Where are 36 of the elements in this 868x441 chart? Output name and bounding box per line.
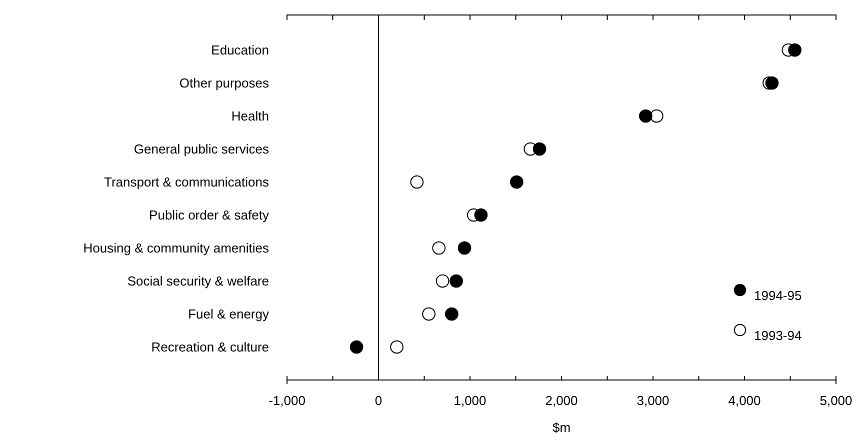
y-tick-label: Fuel & energy xyxy=(188,306,270,322)
y-tick-label: Housing & community amenities xyxy=(83,240,270,256)
legend-label: 1994-95 xyxy=(754,288,802,303)
point xyxy=(350,340,364,354)
legend-label: 1993-94 xyxy=(754,328,802,343)
point xyxy=(788,43,802,57)
x-tick-label: 1,000 xyxy=(454,393,486,408)
x-tick-label: 5,000 xyxy=(820,393,852,408)
x-axis-title: $m xyxy=(552,420,571,435)
point xyxy=(445,307,458,321)
x-tick-label: -1,000 xyxy=(268,393,306,408)
x-tick-label: 0 xyxy=(374,393,382,408)
y-tick-label: Health xyxy=(231,108,269,124)
point xyxy=(432,241,446,255)
y-tick-label: Social security & welfare xyxy=(127,274,269,289)
point xyxy=(650,109,664,123)
point xyxy=(390,340,404,354)
y-tick-label: Education xyxy=(211,42,269,58)
point xyxy=(639,109,652,123)
point xyxy=(532,142,546,156)
point xyxy=(450,274,463,288)
point xyxy=(436,274,450,288)
point xyxy=(510,175,524,189)
point xyxy=(410,175,424,189)
y-tick-label: Other purposes xyxy=(179,76,270,91)
point xyxy=(474,208,488,222)
x-tick-label: 2,000 xyxy=(545,393,578,408)
x-tick-label: 4,000 xyxy=(728,393,761,408)
x-tick-label: 3,000 xyxy=(636,393,670,408)
point xyxy=(458,241,472,255)
point xyxy=(422,307,436,321)
y-tick-label: Transport & communications xyxy=(104,174,270,190)
point xyxy=(765,76,779,90)
y-tick-label: Recreation & culture xyxy=(151,340,269,355)
y-tick-label: General public services xyxy=(134,142,270,157)
y-tick-label: Public order & safety xyxy=(149,208,270,223)
